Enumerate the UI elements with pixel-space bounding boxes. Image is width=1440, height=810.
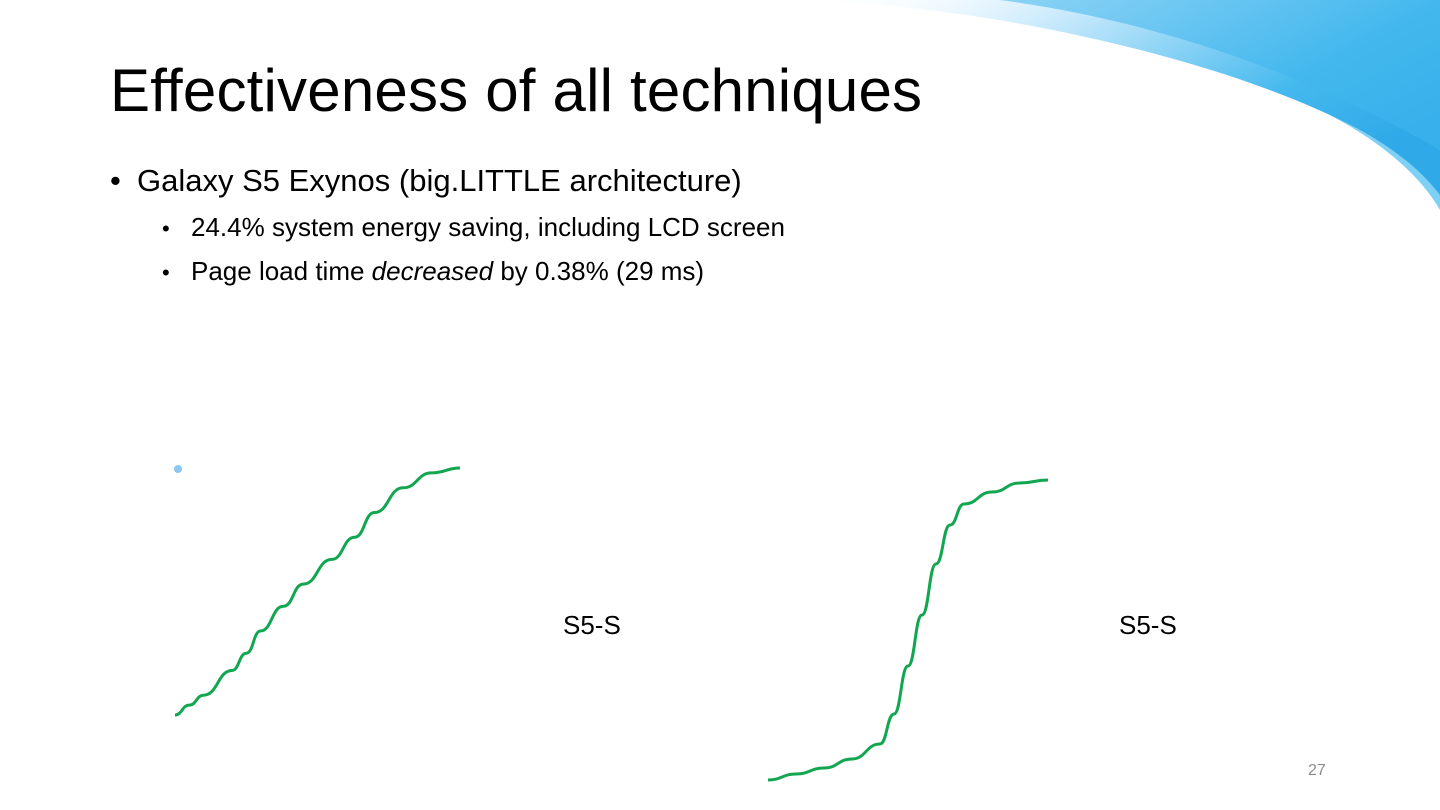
bullet-dot: • bbox=[162, 260, 170, 285]
bullet-load-time-emphasis: decreased bbox=[371, 256, 494, 286]
bullet-device: • Galaxy S5 Exynos (big.LITTLE architectu… bbox=[110, 162, 742, 200]
page-number: 27 bbox=[1308, 762, 1326, 779]
bullet-dot: • bbox=[162, 216, 170, 241]
legend-label-left: S5-S bbox=[563, 610, 621, 640]
bullet-load-time: • Page load time decreased by 0.38% (29 m… bbox=[162, 255, 704, 289]
load-time-cdf-chart bbox=[767, 478, 1049, 782]
bullet-load-time-suffix: by 0.38% (29 ms) bbox=[493, 256, 705, 286]
bullet-dot: • bbox=[110, 163, 121, 198]
bullet-device-text: Galaxy S5 Exynos (big.LITTLE architectur… bbox=[137, 163, 742, 198]
bullet-energy: • 24.4% system energy saving, including L… bbox=[162, 211, 785, 245]
series-marker-dot bbox=[174, 465, 182, 473]
cdf-line-right bbox=[767, 478, 1049, 782]
slide-title: Effectiveness of all techniques bbox=[110, 57, 923, 124]
legend-label-right: S5-S bbox=[1119, 610, 1177, 640]
energy-cdf-chart bbox=[174, 465, 461, 717]
bullet-energy-text: 24.4% system energy saving, including LC… bbox=[191, 212, 785, 242]
cdf-line-left bbox=[174, 466, 461, 717]
bullet-load-time-prefix: Page load time bbox=[191, 256, 372, 286]
